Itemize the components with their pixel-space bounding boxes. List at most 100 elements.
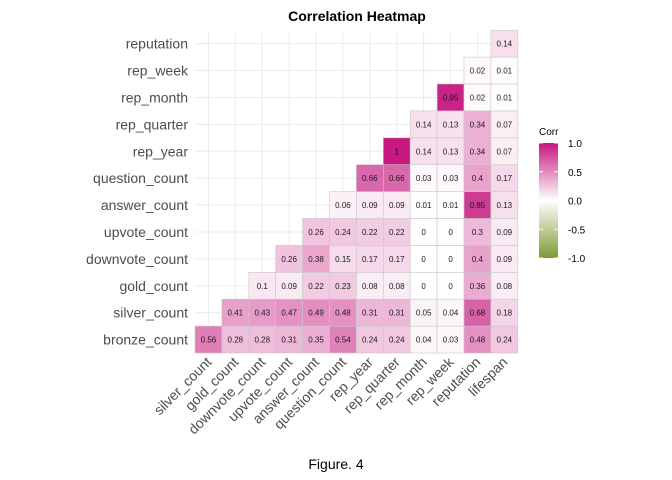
heatmap-cell [329, 245, 357, 273]
heatmap-cell [436, 83, 465, 112]
figure-caption: Figure. 4 [308, 456, 364, 472]
heatmap-cell [490, 29, 519, 58]
color-legend: Corr 1.0 0.5 0.0 -0.5 -1.0 [539, 127, 586, 265]
cell-value-label: 0.24 [497, 336, 513, 345]
cell-value-label: 0.17 [362, 255, 378, 264]
heatmap-cell [329, 298, 357, 327]
legend-ticks: 1.0 0.5 0.0 -0.5 -1.0 [539, 139, 586, 265]
heatmap-cell [436, 191, 465, 219]
cell-value-label: 0.08 [497, 282, 513, 291]
heatmap-cell [436, 325, 465, 354]
cell-value-label: 0.26 [308, 228, 324, 237]
legend-tick-label: -1.0 [568, 254, 586, 265]
cell-value-label: 0.28 [228, 336, 244, 345]
cell-value-label: 0.56 [201, 336, 217, 345]
cell-value-label: 0.1 [257, 282, 269, 291]
heatmap-cell [302, 271, 330, 300]
cell-value-label: 0.06 [335, 201, 351, 210]
cell-value-label: 0.28 [254, 336, 270, 345]
cell-value-label: 0.34 [470, 120, 486, 129]
cell-value-label: 0.95 [443, 93, 459, 102]
y-axis-labels: bronze_count silver_count gold_count downvo… [86, 36, 189, 348]
heatmap-cell [356, 245, 384, 273]
heatmap-cell [463, 245, 492, 273]
x-axis-labels: silver_countgold_countdownvote_countupvo… [150, 353, 510, 437]
cell-value-label: 0.35 [308, 336, 324, 345]
heatmap-cell [302, 245, 330, 273]
cell-value-label: 0 [448, 282, 453, 291]
heatmap-cell [463, 298, 492, 327]
cell-value-label: 0.43 [254, 309, 270, 318]
cell-value-label: 0.22 [389, 228, 405, 237]
cell-value-label: 0 [421, 255, 426, 264]
cell-value-label: 0 [421, 228, 426, 237]
cell-value-label: 0.22 [362, 228, 378, 237]
heatmap-cell [490, 56, 519, 85]
cell-value-label: 0.26 [281, 255, 297, 264]
cell-value-label: 0.03 [416, 174, 432, 183]
cell-value-label: 0.14 [416, 120, 432, 129]
heatmap-cell [356, 164, 384, 192]
y-tick-label: gold_count [119, 278, 188, 294]
cell-value-label: 0.04 [443, 309, 459, 318]
cell-value-label: 0.09 [389, 201, 405, 210]
cell-value-label: 0.03 [443, 336, 459, 345]
cell-value-label: 0.48 [335, 309, 351, 318]
cell-value-label: 0.47 [281, 309, 297, 318]
cell-value-label: 0 [421, 282, 426, 291]
heatmap-cell [436, 110, 465, 139]
heatmap-cell [490, 218, 519, 246]
legend-tick-label: 0.5 [568, 168, 582, 179]
heatmap-cell [409, 325, 438, 354]
chart-title: Correlation Heatmap [288, 8, 426, 24]
heatmap-cell [221, 298, 250, 327]
heatmap-cell [382, 271, 411, 300]
cell-value-label: 1 [395, 147, 400, 156]
cell-value-label: 0.85 [470, 201, 486, 210]
heatmap-cell [463, 164, 492, 192]
heatmap-cell [356, 191, 384, 219]
legend-tick-label: 0.0 [568, 197, 582, 208]
heatmap-cell [463, 110, 492, 139]
y-tick-label: rep_year [133, 143, 189, 159]
cell-value-label: 0.54 [335, 336, 351, 345]
heatmap-cell [382, 298, 411, 327]
y-tick-label: bronze_count [103, 332, 188, 348]
heatmap-cell [382, 137, 411, 166]
legend-title: Corr [539, 127, 559, 138]
heatmap-cell [194, 325, 223, 354]
heatmap-cell [221, 325, 250, 354]
heatmap-cell [409, 191, 438, 219]
cell-value-label: 0.22 [308, 282, 324, 291]
heatmap-cell [436, 271, 465, 300]
heatmap-cell [463, 137, 492, 166]
heatmap-cell [382, 245, 411, 273]
heatmap-cell [382, 164, 411, 192]
cell-value-label: 0.05 [416, 309, 432, 318]
y-tick-label: upvote_count [104, 224, 188, 240]
cell-value-label: 0.14 [497, 40, 513, 49]
heatmap-cell [382, 218, 411, 246]
heatmap-cell [248, 271, 277, 300]
cell-value-label: 0.02 [470, 93, 486, 102]
cell-value-label: 0.23 [335, 282, 351, 291]
heatmap-cells [194, 29, 519, 354]
y-tick-label: reputation [126, 36, 188, 52]
heatmap-cell [490, 83, 519, 112]
cell-value-label: 0.41 [228, 309, 244, 318]
cell-value-label: 0.01 [497, 93, 513, 102]
y-tick-label: answer_count [101, 197, 188, 213]
cell-value-label: 0.18 [497, 309, 513, 318]
y-tick-label: rep_quarter [116, 116, 189, 132]
y-tick-label: silver_count [113, 305, 188, 321]
heatmap-cell [409, 298, 438, 327]
heatmap-cell [302, 218, 330, 246]
cell-labels: 0.56 0.28 0.28 0.3 1 0.35 0.54 0.24 0.24 0.04 0.03… [201, 40, 513, 345]
heatmap-cell [409, 245, 438, 273]
cell-value-label: 0.24 [335, 228, 351, 237]
cell-value-label: 0.07 [497, 120, 513, 129]
cell-value-label: 0.3 [472, 228, 484, 237]
y-tick-label: downvote_count [86, 251, 188, 267]
heatmap-cell [463, 271, 492, 300]
heatmap-cell [356, 271, 384, 300]
